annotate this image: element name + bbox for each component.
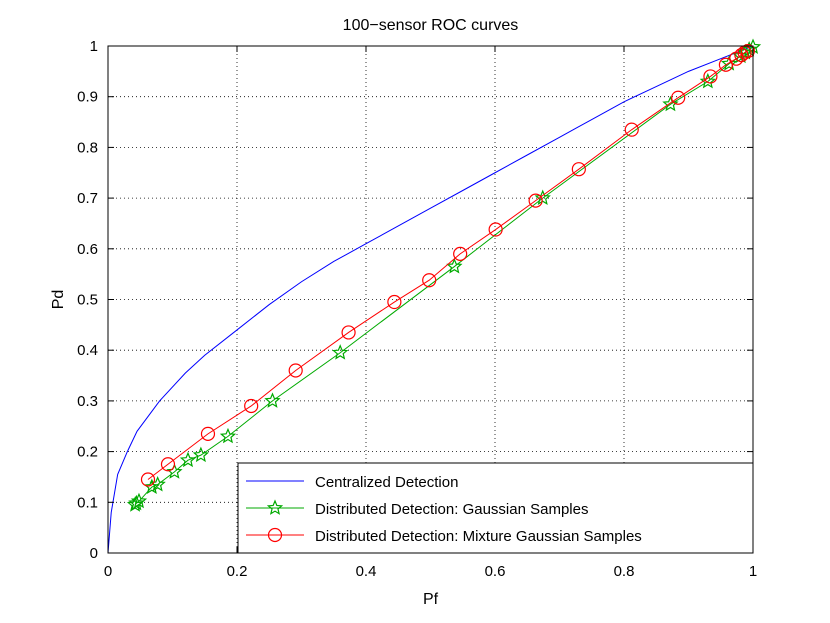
data-point	[624, 122, 639, 137]
data-point	[488, 222, 503, 237]
data-point	[332, 344, 349, 360]
x-tick-label: 0.2	[227, 563, 248, 580]
series-line	[107, 45, 754, 554]
legend-entry: Distributed Detection: Mixture Gaussian …	[315, 528, 642, 545]
data-point	[130, 492, 148, 509]
legend-entry: Centralized Detection	[315, 474, 458, 491]
data-point	[166, 463, 183, 479]
series-line	[134, 46, 754, 506]
x-tick-label: 0	[104, 563, 112, 580]
data-point	[219, 427, 237, 444]
data-point	[740, 43, 755, 59]
data-point	[288, 363, 303, 378]
data-point	[387, 294, 402, 310]
y-tick-label: 0.5	[77, 292, 98, 309]
x-tick-label: 0.6	[485, 563, 506, 580]
y-tick-label: 0.1	[77, 494, 98, 511]
x-tick-label: 1	[749, 563, 757, 580]
y-tick-label: 0.7	[77, 190, 98, 207]
y-tick-label: 0.6	[77, 241, 98, 258]
y-axis-label: Pd	[50, 290, 67, 310]
data-point	[718, 57, 734, 72]
data-point	[671, 90, 686, 105]
data-point	[244, 398, 259, 414]
x-tick-label: 0.4	[356, 563, 377, 580]
data-point	[179, 451, 197, 468]
x-axis-label: Pf	[423, 591, 439, 608]
y-tick-label: 1	[90, 38, 98, 55]
data-point	[720, 55, 738, 71]
series-1	[107, 45, 754, 554]
axis-ticks: 0 0.2 0.4 0.6 0.8 1 0 0.1 0.2 0.3 0.4 0.5 0.6 0.7 0.8 0…	[77, 38, 757, 580]
data-point	[341, 325, 356, 340]
data-point	[143, 478, 161, 495]
chart-title: 100−sensor ROC curves	[343, 17, 519, 34]
data-point	[160, 457, 176, 472]
data-point	[534, 189, 551, 206]
series-3	[140, 43, 755, 487]
legend-entry: Distributed Detection: Gaussian Samples	[315, 501, 588, 518]
y-tick-label: 0.9	[77, 89, 98, 106]
grid	[108, 46, 753, 553]
series-line	[147, 50, 749, 480]
data-point	[192, 446, 210, 463]
data-point	[453, 246, 468, 261]
series-2	[126, 38, 762, 512]
y-tick-label: 0.8	[77, 139, 98, 156]
data-point	[662, 95, 679, 112]
legend-box	[237, 462, 754, 554]
data-point	[140, 472, 156, 487]
y-tick-label: 0.2	[77, 444, 98, 461]
data-point	[264, 392, 281, 408]
y-tick-label: 0.3	[77, 393, 98, 410]
data-point	[699, 72, 716, 89]
y-tick-label: 0.4	[77, 342, 98, 359]
y-tick-label: 0	[90, 545, 98, 562]
data-point	[422, 273, 437, 288]
data-point	[149, 476, 166, 492]
data-point	[446, 257, 463, 274]
data-point	[528, 193, 543, 208]
legend-marker	[267, 527, 283, 543]
data-point	[200, 426, 216, 441]
x-tick-label: 0.8	[614, 563, 635, 580]
data-point	[703, 69, 718, 84]
data-point	[126, 496, 144, 512]
data-point	[571, 162, 586, 177]
legend: Centralized Detection Distributed Detecti…	[237, 462, 754, 554]
legend-marker	[266, 499, 284, 515]
